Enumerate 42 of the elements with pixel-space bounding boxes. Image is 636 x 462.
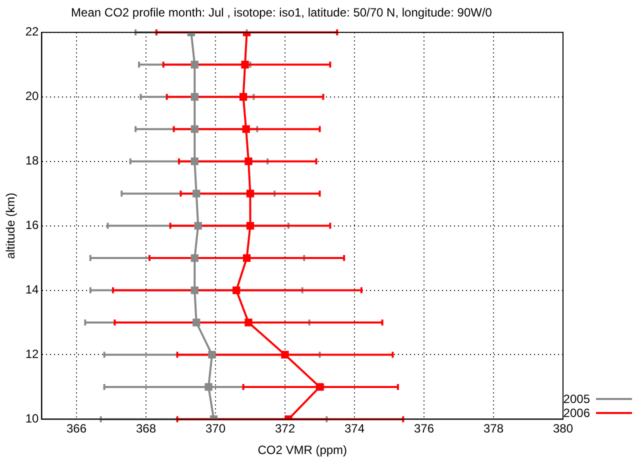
point	[239, 93, 248, 101]
x-tick-label: 376	[414, 422, 434, 436]
point	[194, 222, 202, 230]
point	[242, 125, 250, 133]
point	[244, 158, 252, 166]
point	[192, 190, 200, 198]
x-tick-label: 368	[136, 422, 156, 436]
point	[244, 318, 252, 326]
point	[190, 158, 198, 166]
y-axis-title: altitude (km)	[4, 192, 18, 259]
legend-label: 2005	[563, 392, 590, 406]
y-tick-label: 22	[25, 24, 40, 39]
point	[316, 383, 324, 391]
point	[204, 383, 212, 391]
point	[192, 318, 200, 326]
point	[246, 222, 254, 230]
point	[190, 93, 198, 101]
point	[232, 286, 240, 294]
legend-label: 2006	[563, 406, 590, 420]
x-tick-label: 378	[483, 422, 504, 436]
point	[208, 350, 216, 359]
x-tick-label: 380	[552, 422, 574, 436]
point	[190, 254, 198, 262]
x-tick-label: 372	[274, 422, 296, 436]
y-tick-label: 12	[25, 347, 40, 362]
chart-title: Mean CO2 profile month: Jul , isotope: iso1, latitude: 50/70 N, longitude: 90W/0	[71, 6, 492, 20]
point	[241, 60, 249, 68]
point	[190, 125, 198, 133]
y-tick-label: 18	[25, 154, 40, 168]
y-tick-label: 14	[25, 282, 40, 297]
y-tick-label: 10	[25, 412, 40, 426]
point	[190, 60, 198, 68]
point	[246, 190, 254, 198]
x-tick-label: 366	[66, 422, 87, 436]
x-tick-label: 370	[205, 422, 226, 436]
point	[281, 350, 289, 359]
point	[190, 286, 198, 294]
y-tick-label: 16	[25, 218, 40, 232]
point	[242, 254, 251, 262]
x-tick-label: 374	[344, 422, 365, 436]
x-axis-title: CO2 VMR (ppm)	[258, 443, 348, 458]
y-tick-label: 20	[25, 89, 40, 104]
